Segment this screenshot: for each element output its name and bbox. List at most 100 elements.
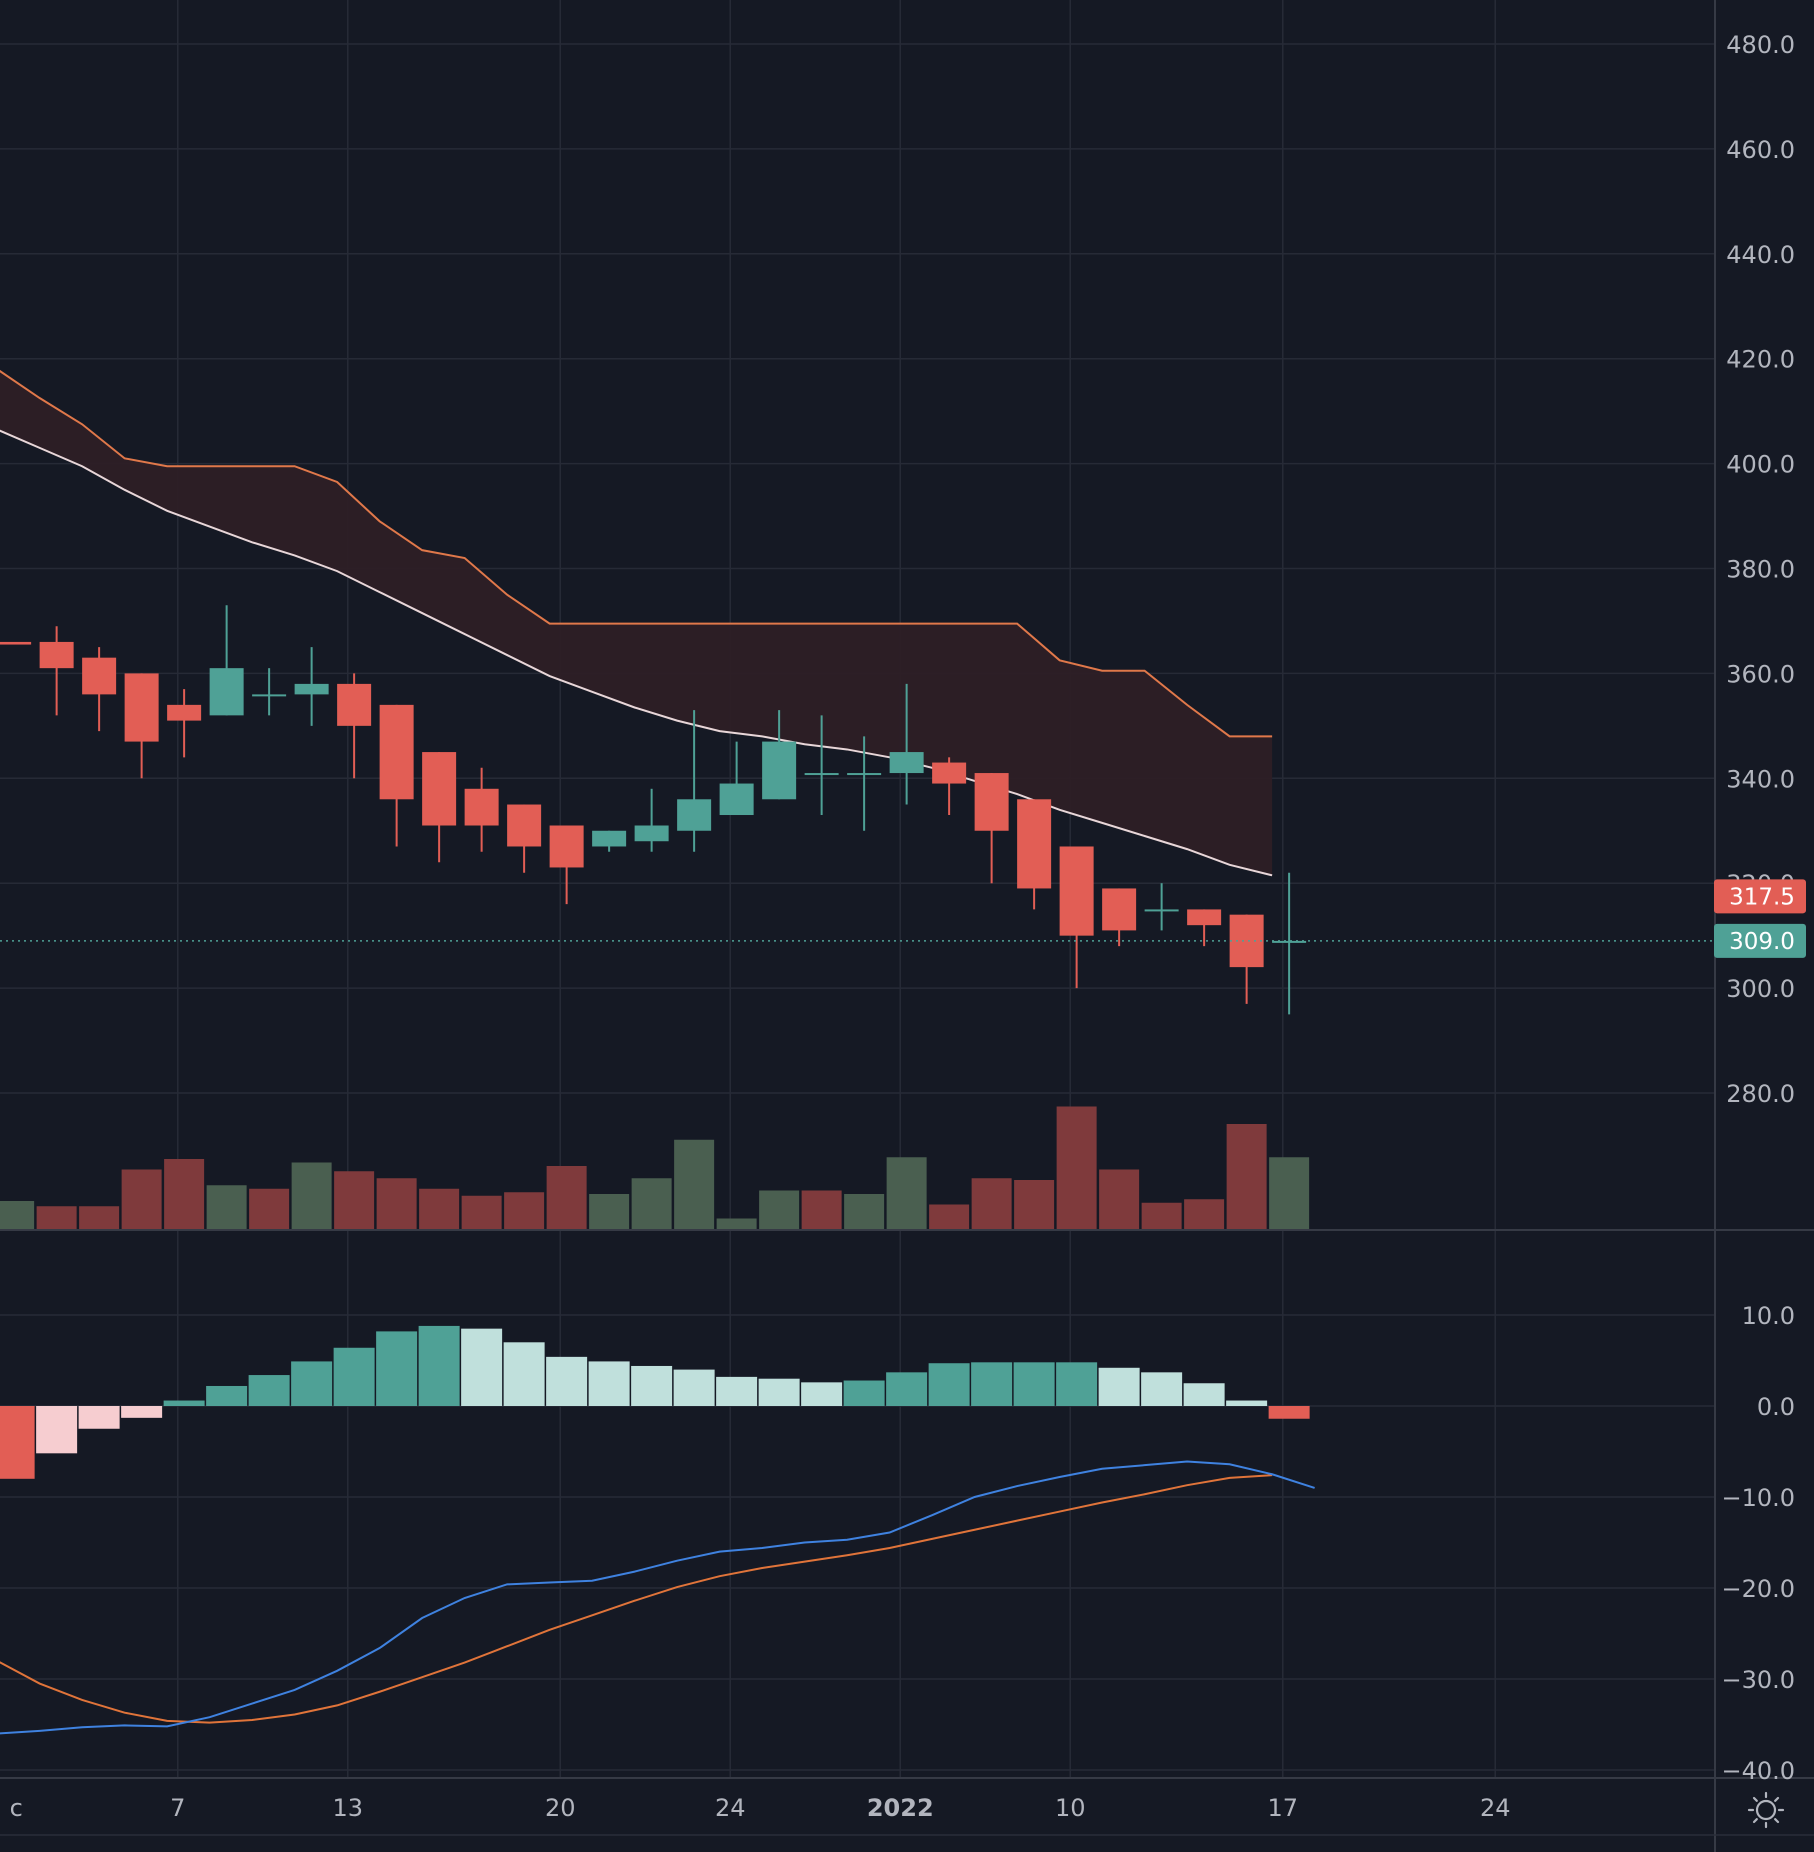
macd-histogram-bar xyxy=(376,1331,418,1406)
candle[interactable] xyxy=(0,641,32,645)
macd-histogram-bar xyxy=(1268,1406,1310,1419)
macd-histogram-bar xyxy=(163,1400,205,1406)
volume-bars xyxy=(0,1106,1310,1229)
candle[interactable] xyxy=(124,673,159,779)
macd-tick-label: −40.0 xyxy=(1721,1757,1795,1785)
time-tick-label: 10 xyxy=(1055,1794,1086,1822)
time-axis[interactable]: c 7 13 20 24 2022 10 17 24 xyxy=(10,1794,1511,1822)
candle[interactable] xyxy=(549,825,584,905)
candle[interactable] xyxy=(422,752,457,863)
macd-line xyxy=(0,1460,1315,1735)
candle-body xyxy=(932,762,967,784)
time-tick-label: 13 xyxy=(332,1794,363,1822)
candle-body xyxy=(507,804,542,847)
volume-bar xyxy=(1184,1199,1225,1229)
candle[interactable] xyxy=(464,767,499,852)
candle-body xyxy=(974,773,1009,831)
candle[interactable] xyxy=(847,736,882,831)
candle-body xyxy=(422,752,457,826)
candle[interactable] xyxy=(1187,909,1222,947)
candle-body xyxy=(677,799,712,831)
candle[interactable] xyxy=(677,710,712,852)
candle[interactable] xyxy=(1272,872,1307,1015)
candle-body xyxy=(124,673,159,742)
candle[interactable] xyxy=(507,804,542,873)
time-tick-label: 20 xyxy=(545,1794,576,1822)
candle[interactable] xyxy=(1017,799,1052,910)
volume-bar xyxy=(801,1190,842,1229)
candle[interactable] xyxy=(889,683,924,805)
candle[interactable] xyxy=(592,830,627,852)
macd-tick-label: −10.0 xyxy=(1721,1484,1795,1512)
volume-bar xyxy=(504,1192,545,1229)
volume-bar xyxy=(716,1218,757,1229)
macd-histogram-bar xyxy=(588,1361,630,1406)
price-tick-label: 420.0 xyxy=(1726,346,1795,374)
time-tick-label: 24 xyxy=(715,1794,746,1822)
candle[interactable] xyxy=(1144,883,1179,931)
macd-pane[interactable] xyxy=(0,1325,1315,1735)
volume-bar xyxy=(206,1185,247,1229)
candle-body xyxy=(804,773,839,776)
candlesticks[interactable] xyxy=(0,605,1307,1015)
candle-body xyxy=(167,704,202,721)
candle[interactable] xyxy=(974,773,1009,884)
candle[interactable] xyxy=(82,647,117,732)
candle[interactable] xyxy=(1059,846,1094,989)
candle-body xyxy=(1187,909,1222,926)
candle[interactable] xyxy=(1102,888,1137,947)
volume-bar xyxy=(1226,1124,1267,1229)
macd-tick-label: −20.0 xyxy=(1721,1575,1795,1603)
volume-bar xyxy=(0,1201,35,1229)
candle[interactable] xyxy=(1229,914,1264,1004)
candle[interactable] xyxy=(379,704,414,847)
sun-gear-icon-rays xyxy=(1747,1791,1785,1829)
volume-bar xyxy=(1141,1202,1182,1229)
volume-bar xyxy=(971,1178,1012,1229)
macd-histogram-bar xyxy=(248,1375,290,1406)
candle-body xyxy=(1272,940,1307,943)
candle[interactable] xyxy=(39,626,74,716)
candle[interactable] xyxy=(719,741,754,816)
macd-histogram-bar xyxy=(1098,1367,1140,1406)
candle[interactable] xyxy=(252,668,287,716)
candle-body xyxy=(592,830,627,847)
axes[interactable]: 480.0 460.0 440.0 420.0 400.0 380.0 360.0 340.0… xyxy=(1714,31,1806,1785)
candle[interactable] xyxy=(337,673,372,779)
price-tick-label: 340.0 xyxy=(1726,765,1795,793)
macd-histogram-bar xyxy=(36,1406,78,1454)
volume-bar xyxy=(1099,1169,1140,1229)
candle[interactable] xyxy=(209,605,244,716)
volume-bar xyxy=(164,1159,205,1229)
volume-bar xyxy=(886,1157,927,1229)
price-tag: 317.5 xyxy=(1714,879,1806,914)
candle-body xyxy=(549,825,584,868)
macd-histogram-bar xyxy=(546,1356,588,1406)
candle[interactable] xyxy=(294,647,329,726)
volume-bar xyxy=(291,1162,332,1229)
sun-gear-icon[interactable] xyxy=(1747,1791,1785,1829)
macd-tick-label: 0.0 xyxy=(1757,1393,1795,1421)
price-tag: 309.0 xyxy=(1714,923,1806,958)
time-tick-label: 24 xyxy=(1480,1794,1511,1822)
candle-body xyxy=(464,788,499,826)
candle[interactable] xyxy=(762,710,797,800)
price-tick-label: 480.0 xyxy=(1726,31,1795,59)
macd-histogram-bar xyxy=(631,1365,673,1406)
candle[interactable] xyxy=(634,788,669,852)
band-upper-line xyxy=(0,369,1273,738)
volume-bar xyxy=(929,1204,970,1229)
macd-histogram-bar xyxy=(971,1362,1013,1406)
candle[interactable] xyxy=(804,715,839,816)
macd-histogram-bar xyxy=(291,1361,333,1406)
candle-body xyxy=(847,773,882,776)
volume-bar xyxy=(1056,1106,1097,1229)
macd-histogram-bar xyxy=(78,1406,120,1429)
candle[interactable] xyxy=(167,689,202,758)
candle-body xyxy=(337,683,372,726)
price-tick-label: 440.0 xyxy=(1726,241,1795,269)
candle[interactable] xyxy=(932,757,967,816)
time-tick-label: 7 xyxy=(170,1794,185,1822)
macd-histogram-bar xyxy=(843,1380,885,1406)
